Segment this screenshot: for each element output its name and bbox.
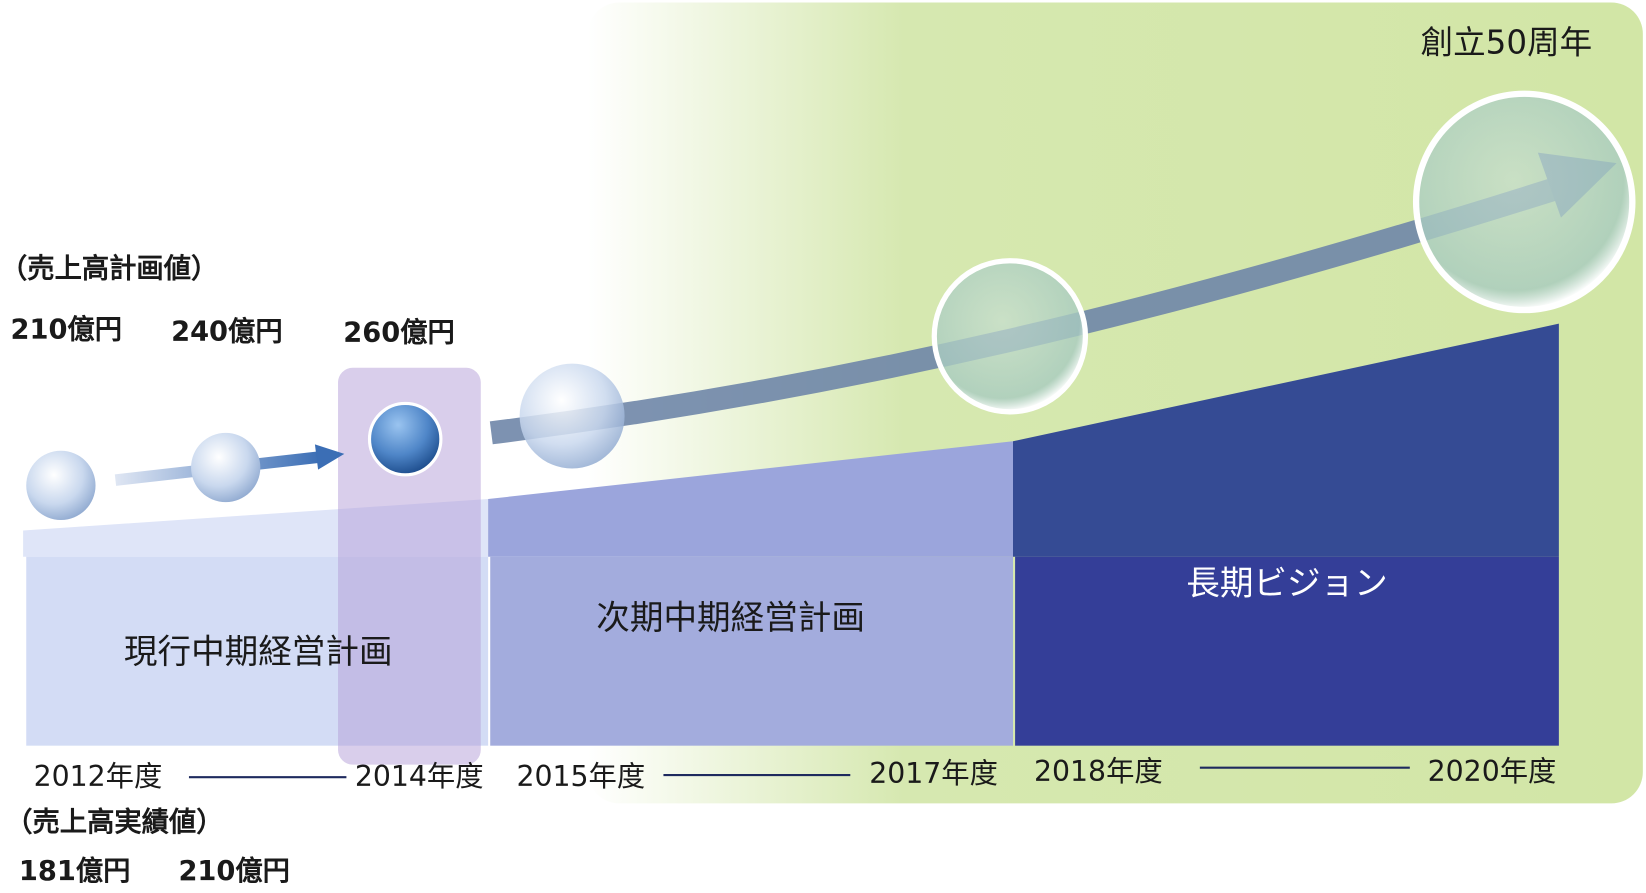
plan-value: 210億円 bbox=[10, 315, 122, 346]
phase-block bbox=[490, 556, 1014, 746]
sphere bbox=[26, 450, 96, 520]
year-label: 2014年度 bbox=[355, 760, 484, 793]
year-label: 2018年度 bbox=[1034, 755, 1163, 788]
actual-value: 181億円 bbox=[19, 856, 131, 887]
phase-band bbox=[488, 441, 1014, 557]
year-label: 2012年度 bbox=[34, 760, 163, 793]
actual-value: 210億円 bbox=[178, 856, 290, 887]
phase-block bbox=[1015, 556, 1559, 746]
sphere bbox=[931, 258, 1089, 415]
arrow-head bbox=[314, 444, 345, 470]
phase-band bbox=[1013, 323, 1559, 557]
plan-heading: （売上高計画値） bbox=[0, 253, 218, 285]
sphere bbox=[519, 363, 625, 469]
sphere bbox=[367, 401, 443, 477]
plan-value: 260億円 bbox=[343, 318, 455, 349]
sphere bbox=[191, 432, 261, 503]
phase-label: 長期ビジョン bbox=[1186, 564, 1387, 603]
milestone: 創立50周年 bbox=[1421, 23, 1593, 61]
year-label: 2020年度 bbox=[1428, 755, 1557, 788]
actual-heading: （売上高実績値） bbox=[5, 806, 223, 838]
year-label: 2015年度 bbox=[516, 760, 645, 793]
phase-label: 現行中期経営計画 bbox=[124, 632, 393, 671]
highlight-2014 bbox=[338, 367, 481, 765]
phase-label: 次期中期経営計画 bbox=[596, 598, 865, 637]
sphere bbox=[1412, 90, 1636, 314]
plan-value: 240億円 bbox=[171, 317, 283, 348]
year-label: 2017年度 bbox=[869, 757, 998, 790]
